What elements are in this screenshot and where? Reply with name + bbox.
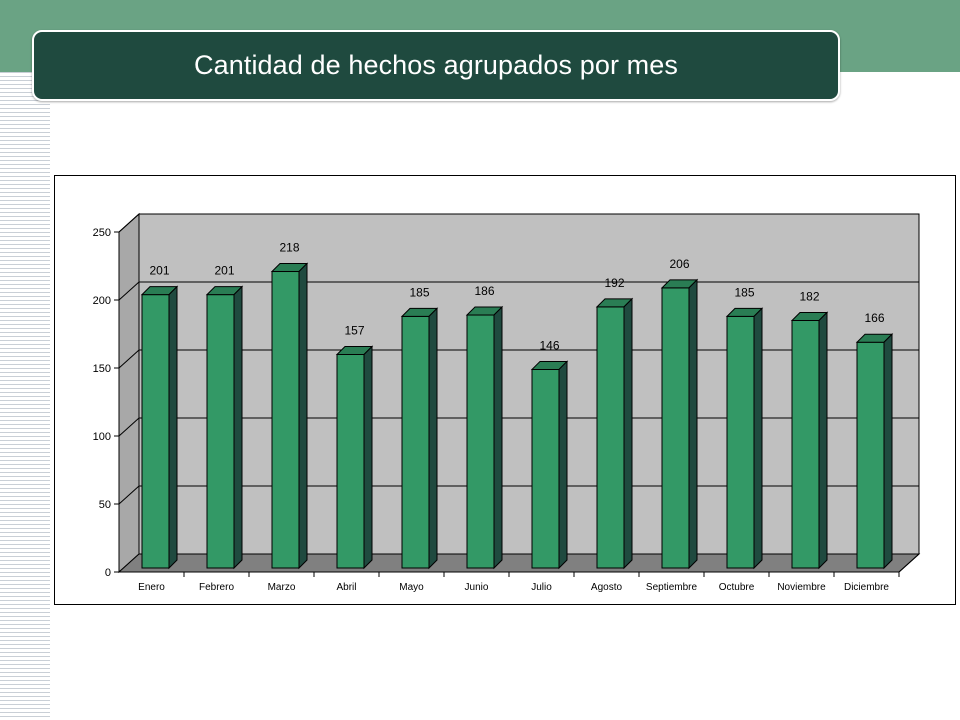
y-tick-label: 50 <box>99 499 111 511</box>
bar-side <box>428 307 438 570</box>
side-wall <box>118 212 140 574</box>
bar-side <box>558 360 568 570</box>
bar-side <box>753 307 763 570</box>
chart-labels: 0 50 100 150 200 250 201 Enero 201 Febrero 218 Marz… <box>93 227 890 593</box>
bar <box>401 315 430 569</box>
bar-side <box>883 333 893 570</box>
y-tick-label: 200 <box>93 295 111 307</box>
x-tick-label: Octubre <box>719 582 755 593</box>
bar <box>726 315 755 569</box>
bar-side <box>623 297 633 570</box>
data-label: 206 <box>669 257 689 271</box>
chart-gridlines <box>118 213 919 505</box>
x-tick-label: Noviembre <box>777 582 826 593</box>
bar-side <box>688 278 698 570</box>
data-label: 186 <box>474 284 494 298</box>
chart-axes <box>114 231 920 577</box>
x-tick-label: Diciembre <box>844 582 889 593</box>
bar <box>856 341 885 569</box>
bar-side <box>298 262 308 570</box>
left-decorative-stripes <box>0 72 50 720</box>
chart-frame: 0 50 100 150 200 250 201 Enero 201 Febrero 218 Marz… <box>54 175 956 605</box>
bar <box>791 319 820 569</box>
x-tick-label: Mayo <box>399 582 424 593</box>
bar-side <box>168 285 178 570</box>
x-tick-label: Julio <box>531 582 552 593</box>
data-label: 182 <box>799 289 819 303</box>
data-label: 185 <box>409 285 429 299</box>
x-tick-label: Septiembre <box>646 582 698 593</box>
chart-bars <box>140 262 894 570</box>
gridline-side <box>118 417 140 437</box>
bar-side <box>233 285 243 570</box>
bar <box>531 368 560 569</box>
y-tick-label: 100 <box>93 431 111 443</box>
bar <box>596 306 625 569</box>
data-label: 218 <box>279 241 299 255</box>
x-tick-label: Agosto <box>591 582 623 593</box>
bar <box>661 287 690 569</box>
bar-side <box>363 345 373 570</box>
x-axis-depth <box>898 553 920 573</box>
bar <box>141 294 170 569</box>
data-label: 201 <box>214 264 234 278</box>
bar-chart: 0 50 100 150 200 250 201 Enero 201 Febrero 218 Marz… <box>93 212 921 593</box>
data-label: 146 <box>539 338 559 352</box>
bar-side <box>818 311 828 570</box>
gridline-side <box>118 281 140 301</box>
data-label: 157 <box>344 323 364 337</box>
bar <box>466 314 495 569</box>
data-label: 166 <box>864 311 884 325</box>
x-tick-label: Enero <box>138 582 165 593</box>
x-tick-label: Junio <box>465 582 489 593</box>
slide-title: Cantidad de hechos agrupados por mes <box>194 50 678 80</box>
data-label: 192 <box>604 276 624 290</box>
title-banner: Cantidad de hechos agrupados por mes <box>32 30 840 101</box>
y-tick-label: 150 <box>93 363 111 375</box>
bar <box>336 353 365 569</box>
back-wall <box>138 213 920 555</box>
y-tick-label: 250 <box>93 227 111 239</box>
y-tick-label: 0 <box>105 567 111 579</box>
bar-side <box>493 305 503 570</box>
data-label: 201 <box>149 264 169 278</box>
gridline-side <box>118 349 140 369</box>
bar <box>206 294 235 569</box>
x-tick-label: Marzo <box>268 582 296 593</box>
x-tick-label: Febrero <box>199 582 234 593</box>
x-tick-label: Abril <box>336 582 356 593</box>
data-label: 185 <box>734 285 754 299</box>
gridline-side <box>118 213 140 233</box>
gridline-side <box>118 485 140 505</box>
bar <box>271 271 300 569</box>
